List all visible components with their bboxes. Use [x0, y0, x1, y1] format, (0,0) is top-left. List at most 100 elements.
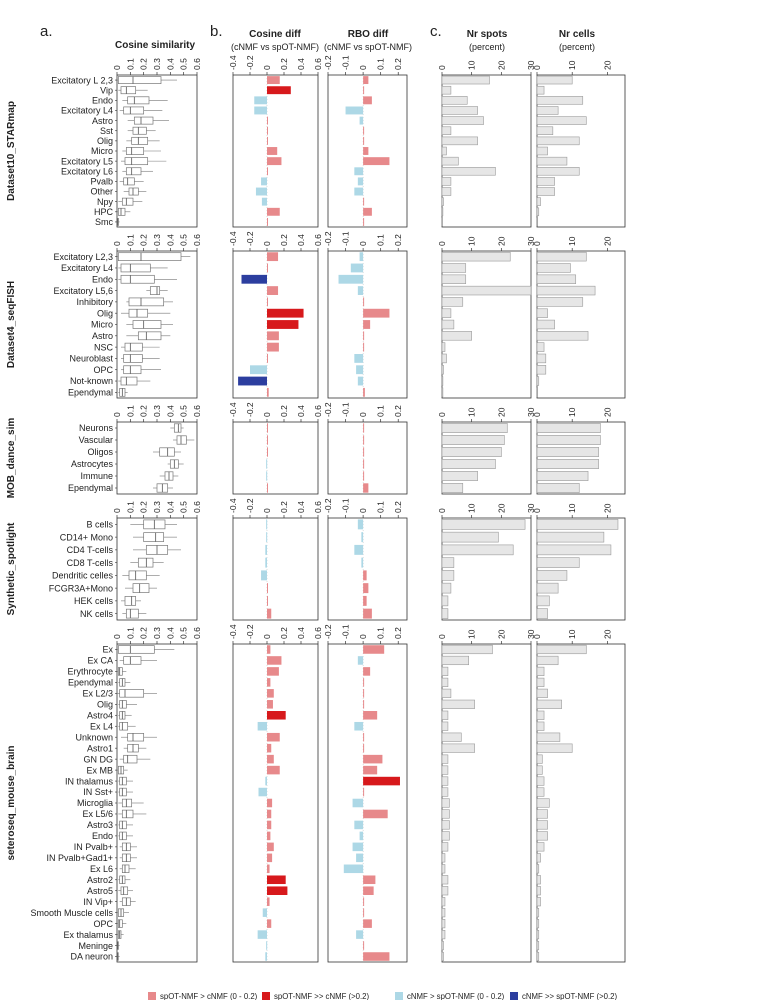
category-label: IN Pvalb+Gad1+ [46, 853, 113, 863]
nr_cells-bar [536, 353, 547, 364]
category-label: Endo [92, 274, 113, 284]
category-label: Micro [91, 320, 113, 330]
cosine_diff-bar [267, 126, 268, 135]
nr_spots-bar [441, 126, 452, 135]
tick-label: 0 [112, 412, 122, 417]
nr_spots-bar [441, 251, 511, 262]
panel-frame-rbo_diff [327, 643, 408, 963]
nr_cells-bar [536, 365, 547, 375]
box [137, 557, 154, 568]
panel-b-label: b. [210, 23, 223, 40]
tick-label: 0.6 [313, 234, 323, 246]
rbo_diff-bar [363, 320, 371, 329]
tick-label: 30 [526, 236, 536, 246]
rbo_diff-bar [363, 331, 365, 341]
nr_cells-bar [536, 721, 545, 731]
rbo_diff-bar [354, 187, 364, 196]
box [123, 754, 138, 764]
nr_spots-bar [441, 940, 444, 951]
rbo_diff-bar [363, 608, 372, 619]
rbo_diff-bar [345, 106, 364, 115]
rbo_diff-bar [363, 136, 365, 145]
nr_spots-bar [441, 116, 484, 125]
category-label: Neuroblast [69, 354, 113, 364]
cosine_diff-bar [254, 106, 267, 115]
nr_cells-bar [536, 743, 573, 753]
tick-label: -0.1 [341, 624, 351, 639]
category-label: Olig [97, 700, 113, 710]
box [120, 376, 138, 386]
category-label: Inhibitory [76, 297, 113, 307]
category-label: Dendritic celles [52, 571, 114, 581]
cosine_diff-bar [261, 177, 267, 186]
tick-label: 0.2 [393, 501, 403, 513]
cosine_diff-bar [265, 544, 267, 555]
box [121, 809, 134, 819]
rbo_diff-bar [363, 645, 385, 654]
legend-label: spOT-NMF > cNMF (0 - 0.2) [160, 992, 258, 1000]
tick-label: 30 [526, 60, 536, 70]
rbo_diff-bar [363, 809, 388, 819]
nr_cells-bar [536, 886, 541, 896]
nr_spots-bar [441, 471, 478, 481]
category-label: Pvalb [90, 177, 113, 187]
tick-label: 10 [567, 629, 577, 639]
category-label: Astro [92, 331, 113, 341]
category-label: Astro2 [87, 875, 113, 885]
tick-label: 10 [467, 503, 477, 513]
category-label: Ex [102, 645, 113, 655]
nr_cells-bar [536, 251, 587, 262]
category-label: CD4 T-cells [67, 545, 114, 555]
tick-label: 0.1 [125, 234, 135, 246]
box [119, 700, 127, 709]
nr_spots-bar [441, 423, 508, 433]
dataset-name: Synthetic_spotlight [6, 522, 17, 615]
nr_spots-bar [441, 365, 444, 375]
rbo_diff-bar [363, 471, 365, 481]
rbo_diff-bar [363, 197, 365, 206]
nr_cells-bar [536, 136, 580, 146]
tick-label: 10 [467, 629, 477, 639]
tick-label: 20 [496, 236, 506, 246]
category-label: DA neuron [70, 952, 113, 962]
nr_cells-bar [536, 570, 568, 581]
panel-a-label: a. [40, 23, 53, 40]
nr_cells-bar [536, 435, 601, 445]
nr_spots-bar [441, 721, 449, 731]
box [128, 187, 139, 196]
category-label: Meninge [78, 941, 113, 951]
cosine_diff-bar [267, 820, 272, 830]
rbo_diff-bar [354, 354, 364, 363]
rbo_diff-bar [343, 864, 364, 874]
box [120, 86, 137, 95]
category-label: Ex L2/3 [82, 689, 113, 699]
tick-label: 0.6 [313, 405, 323, 417]
tick-label: -0.2 [245, 402, 255, 417]
tick-label: 0.6 [313, 58, 323, 70]
cosine_diff-bar [267, 743, 272, 753]
nr_spots-bar [441, 699, 475, 709]
box [127, 733, 145, 742]
nr_spots-bar [441, 207, 444, 217]
tick-label: 0 [532, 65, 542, 70]
rbo_diff-bar [357, 177, 364, 186]
tick-label: -0.2 [323, 624, 333, 639]
rbo-diff-title: RBO diff [348, 29, 389, 40]
panel-frame-cosine_diff [232, 421, 319, 495]
nr_spots-bar [441, 544, 514, 556]
nr_cells-bar [536, 798, 550, 808]
panel-frame-nr_spots [441, 517, 532, 621]
cosine-diff-title: Cosine diff [249, 29, 301, 40]
nr_cells-bar [536, 319, 555, 330]
box [120, 886, 129, 895]
rbo_diff-bar [363, 447, 365, 457]
box [132, 583, 150, 593]
tick-label: -0.2 [245, 498, 255, 513]
tick-label: 0 [437, 241, 447, 246]
tick-label: 0 [262, 634, 272, 639]
nr_cells-bar [536, 146, 548, 156]
tick-label: 0.1 [376, 58, 386, 70]
box [123, 354, 143, 363]
nr_cells-bar [536, 864, 540, 874]
tick-label: 0.2 [393, 405, 403, 417]
